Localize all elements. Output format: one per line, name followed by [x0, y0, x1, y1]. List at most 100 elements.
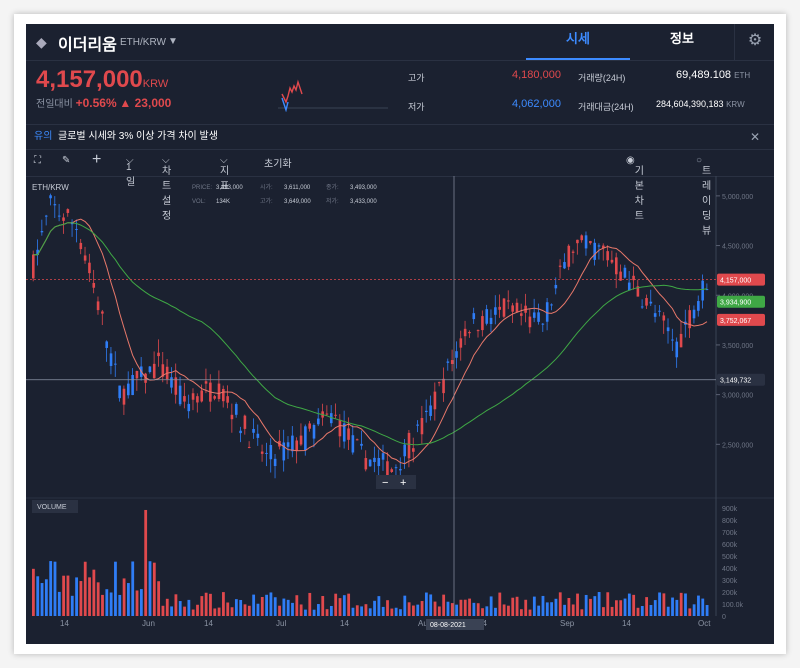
candle-body	[489, 317, 493, 325]
volume-bar	[675, 599, 679, 616]
candle-body	[377, 457, 381, 467]
volume-bar	[109, 592, 113, 616]
candle-body	[222, 388, 225, 402]
vol-tick-label: 800k	[722, 518, 738, 525]
volume-bar	[437, 606, 441, 616]
tab-price[interactable]: 시세	[526, 24, 630, 60]
volume-bar	[170, 606, 173, 616]
volume-title-box	[32, 500, 78, 513]
interval-label: 1일	[126, 162, 136, 188]
zoom-out-button: −	[382, 477, 388, 489]
volume-bar	[666, 606, 670, 616]
volume-bar	[222, 592, 225, 616]
fullscreen-icon[interactable]: ⛶	[34, 155, 41, 166]
ethereum-icon: ◆	[36, 34, 47, 50]
price-chart[interactable]: 5,000,0004,500,0004,000,0003,500,0003,00…	[26, 176, 774, 644]
low-label: 저가	[408, 102, 425, 112]
tab-info[interactable]: 정보	[670, 31, 694, 46]
volume-bar	[204, 592, 208, 616]
crosshair-icon[interactable]: +	[92, 151, 102, 168]
candle-body	[485, 309, 489, 324]
candle-body	[407, 432, 411, 459]
candle-body	[442, 378, 445, 394]
indicators-label: 지표	[220, 166, 230, 192]
candle-body	[338, 419, 342, 437]
candle-body	[49, 195, 52, 199]
chart-overlay: 4,157,000 3,934,900 3,752,067 3,149,732 08-0…	[26, 176, 765, 630]
volume-bar	[355, 605, 359, 616]
candle-body	[399, 469, 402, 471]
candle-body	[567, 245, 571, 267]
volume-bar	[291, 602, 294, 616]
candle-body	[373, 457, 376, 463]
candle-body	[571, 251, 575, 253]
close-icon[interactable]: ✕	[750, 130, 761, 144]
basic-chart-label: 기본 차트	[634, 166, 644, 222]
volume-bar	[226, 602, 230, 616]
volume-bar	[519, 609, 523, 616]
y-tick-label: 3,500,000	[722, 343, 753, 350]
volume-bar	[338, 598, 342, 616]
interval-select[interactable]: 1일 ⌵	[126, 155, 136, 188]
candle-body	[645, 298, 648, 306]
candle-body	[75, 228, 78, 230]
candle-body	[476, 330, 480, 332]
vol-tick-label: 400k	[722, 566, 738, 573]
basic-chart-radio[interactable]: ◉ 기본 차트	[626, 155, 644, 222]
tradingview-radio[interactable]: ○ 트레이딩뷰	[696, 155, 712, 237]
volume-bar	[364, 604, 368, 616]
candle-body	[550, 304, 553, 306]
candle-body	[463, 328, 467, 337]
indicators-button[interactable]: 지표 ⌵	[220, 155, 230, 192]
vol-tick-label: 0	[722, 614, 726, 621]
volume-bar	[213, 608, 217, 616]
volume-bar	[209, 593, 212, 616]
price-tag-label: 3,934,900	[720, 300, 751, 307]
low-value: 4,062,000	[512, 98, 561, 110]
volume-bar	[649, 605, 653, 616]
x-tick-label: Sep	[560, 619, 575, 628]
candle-body	[498, 306, 501, 310]
volume-bar	[325, 609, 329, 616]
vol-tick-label: 100.0k	[722, 602, 744, 609]
candle-body	[178, 385, 182, 405]
pencil-icon[interactable]: ✎	[62, 155, 71, 166]
candle-body	[394, 467, 398, 469]
volume-bar	[57, 591, 61, 616]
x-tick-label: Oct	[698, 619, 711, 628]
volume-bar	[390, 608, 394, 616]
gear-icon[interactable]: ⚙	[734, 24, 774, 60]
vol-tick-label: 200k	[722, 590, 738, 597]
candle-body	[308, 423, 311, 429]
candle-body	[662, 315, 666, 321]
candle-body	[636, 286, 640, 297]
volume-bar	[196, 604, 199, 616]
candle-body	[623, 267, 627, 278]
zoom-controls	[376, 475, 416, 489]
candle-body	[269, 444, 273, 460]
change-row: 전일대비 +0.56% ▲ 23,000	[36, 95, 171, 110]
candle-body	[554, 284, 558, 289]
tradingview-label: 트레이딩뷰	[702, 166, 712, 237]
chart-settings-button[interactable]: 차트설정 ⌵	[162, 155, 172, 222]
volume-bar	[127, 583, 130, 616]
volume-bar	[260, 597, 264, 616]
reset-button[interactable]: 초기화	[264, 159, 292, 170]
price-tag-label: 3,149,732	[720, 378, 751, 385]
candle-body	[593, 242, 597, 260]
volume-bar	[597, 592, 601, 616]
chevron-down-icon[interactable]: ▼	[168, 36, 178, 47]
volume-bar	[101, 594, 104, 616]
volume-bar	[403, 595, 407, 616]
ohlc-info: 134K	[216, 199, 230, 205]
candle-body	[528, 316, 532, 328]
candle-body	[481, 316, 484, 331]
volume-bar	[36, 576, 40, 616]
volume-bar	[558, 592, 562, 616]
volume-bar	[697, 595, 700, 616]
candle-body	[468, 332, 471, 334]
volume-bars	[32, 509, 709, 616]
volume-bar	[550, 602, 554, 616]
volume-bar	[286, 599, 290, 616]
chart-grid	[26, 176, 774, 616]
